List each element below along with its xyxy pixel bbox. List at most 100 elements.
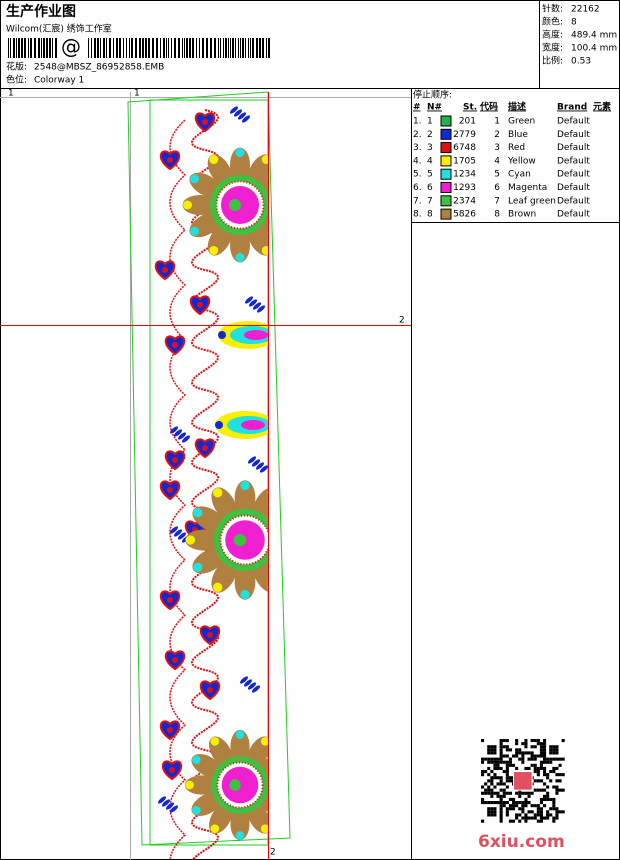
petal <box>257 753 269 778</box>
qr-module <box>524 804 528 808</box>
qr-module <box>546 757 550 761</box>
qr-module <box>549 779 553 783</box>
qr-module <box>558 788 562 792</box>
qr-module <box>499 807 503 811</box>
watermark: 6xiu.com <box>478 832 565 852</box>
qr-module <box>505 748 509 752</box>
barcode-bar <box>225 38 227 58</box>
qr-module <box>499 788 503 792</box>
info-label: 针数: <box>542 3 563 15</box>
qr-module <box>524 791 528 795</box>
leaf <box>161 799 171 807</box>
qr-module <box>505 813 509 817</box>
barcode-bar <box>131 38 133 58</box>
studio: Wilcom(汇宸) 绣饰工作室 <box>6 23 112 35</box>
info-value: 100.4 mm <box>571 44 617 54</box>
qr-module <box>508 763 512 767</box>
barcode-bar <box>189 38 191 58</box>
qr-module <box>521 816 525 820</box>
qr-module <box>533 757 537 761</box>
qr-module <box>496 794 500 798</box>
qr-module <box>543 760 547 764</box>
barcode-bar <box>100 38 101 58</box>
qr-module <box>515 739 519 743</box>
qr-module <box>558 763 562 767</box>
barcode-bar <box>41 38 42 58</box>
petal-tip <box>288 508 297 517</box>
qr-module <box>521 751 525 755</box>
qr-module <box>524 745 528 749</box>
qr-module <box>539 816 543 820</box>
qr-module <box>552 745 556 749</box>
petal-tip <box>235 253 245 262</box>
stitches: 2779 <box>453 130 476 140</box>
barcode-bar <box>256 38 258 58</box>
qr-module <box>539 742 543 746</box>
qr-module <box>524 801 528 805</box>
qr-module <box>539 788 543 792</box>
motif <box>167 727 173 733</box>
qr-module <box>521 791 525 795</box>
qr-module <box>487 757 491 761</box>
leaf <box>237 112 247 120</box>
barcode-bar <box>202 38 204 58</box>
qr-module <box>524 797 528 801</box>
petal-tip <box>210 737 220 746</box>
needle: 5 <box>427 170 433 180</box>
description: Magenta <box>508 183 547 193</box>
qr-module <box>484 782 488 786</box>
barcode-bar <box>248 38 249 58</box>
qr-module <box>508 757 512 761</box>
info-label: 颜色: <box>542 16 563 28</box>
qr-module <box>549 748 553 752</box>
qr-module <box>536 773 540 777</box>
qr-module <box>515 804 519 808</box>
petal <box>252 559 269 593</box>
qr-module <box>552 801 556 805</box>
qr-module <box>536 754 540 758</box>
column-header: N# <box>427 103 442 113</box>
qr-module <box>555 751 559 755</box>
qr-module <box>546 794 550 798</box>
qr-module <box>505 739 509 743</box>
barcode-bar <box>171 38 172 58</box>
qr-module <box>543 757 547 761</box>
qr-module <box>546 785 550 789</box>
qr-module <box>533 813 537 817</box>
qr-module <box>536 739 540 743</box>
qr-module <box>505 810 509 814</box>
barcode-bar <box>218 38 219 58</box>
stitches: 5826 <box>453 210 476 220</box>
qr-module <box>487 791 491 795</box>
motif <box>197 302 203 308</box>
qr-module <box>499 797 503 801</box>
qr-module <box>505 807 509 811</box>
colorway-label: 色位: <box>6 74 27 86</box>
description: Green <box>508 117 535 127</box>
qr-module <box>508 760 512 764</box>
code: 3 <box>494 143 500 153</box>
qr-module <box>487 766 491 770</box>
barcode-bar <box>94 38 96 58</box>
qr-module <box>499 745 503 749</box>
barcode-bar <box>238 38 239 58</box>
qr-module <box>481 760 485 764</box>
motif <box>172 342 178 348</box>
qr-module <box>502 782 506 786</box>
qr-module <box>484 788 488 792</box>
barcode-bar <box>192 38 194 58</box>
center-dot <box>229 199 241 211</box>
qr-module <box>481 819 485 823</box>
qr-module <box>499 819 503 823</box>
motif <box>218 331 226 339</box>
qr-module <box>493 757 497 761</box>
qr-module <box>561 757 565 761</box>
barcode-bar <box>259 38 261 58</box>
qr-module <box>555 807 559 811</box>
qr-module <box>481 801 485 805</box>
barcode-text: @ <box>61 35 81 59</box>
qr-module <box>552 819 556 823</box>
petal-tip <box>209 155 219 165</box>
qr-module <box>499 757 503 761</box>
leaf <box>251 685 261 693</box>
